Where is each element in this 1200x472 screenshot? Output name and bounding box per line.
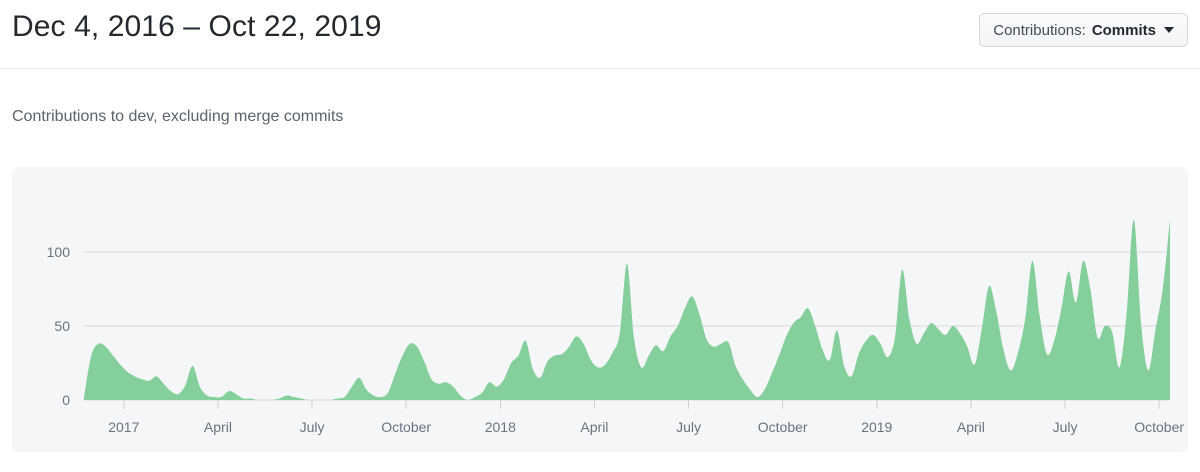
- x-axis-label: October: [1134, 419, 1184, 435]
- x-axis-label: July: [676, 419, 701, 435]
- y-axis-labels-group: 0 50 100: [47, 244, 71, 408]
- contributions-area-chart: 0 50 100 2017 April July October 2018 April July…: [47, 219, 1184, 435]
- contributions-type-dropdown[interactable]: Contributions: Commits: [979, 13, 1188, 47]
- x-axis-label: July: [300, 419, 325, 435]
- dropdown-prefix-label: Contributions:: [993, 21, 1086, 39]
- y-axis-label: 100: [47, 244, 71, 260]
- y-axis-label: 50: [54, 318, 70, 334]
- x-axis-label: April: [204, 419, 232, 435]
- page-header: Dec 4, 2016 – Oct 22, 2019 Contributions…: [0, 0, 1200, 69]
- x-axis-label: October: [381, 419, 431, 435]
- contributions-chart-panel: 0 50 100 2017 April July October 2018 April July…: [12, 167, 1188, 452]
- y-axis-label: 0: [62, 392, 70, 408]
- chevron-down-icon: [1164, 27, 1174, 33]
- dropdown-selected-value: Commits: [1091, 21, 1156, 39]
- x-axis-label: 2019: [861, 419, 892, 435]
- x-axis-label: October: [758, 419, 808, 435]
- x-axis-ticks-group: [123, 400, 1160, 409]
- page-title: Dec 4, 2016 – Oct 22, 2019: [12, 10, 382, 43]
- chart-subtitle: Contributions to dev, excluding merge co…: [12, 108, 344, 125]
- x-axis-label: 2017: [108, 419, 139, 435]
- x-axis-label: April: [580, 419, 608, 435]
- x-axis-labels-group: 2017 April July October 2018 April July October…: [108, 419, 1184, 435]
- x-axis-label: 2018: [485, 419, 516, 435]
- x-axis-label: July: [1053, 419, 1078, 435]
- x-axis-label: April: [957, 419, 985, 435]
- commits-area-series: [84, 219, 1170, 401]
